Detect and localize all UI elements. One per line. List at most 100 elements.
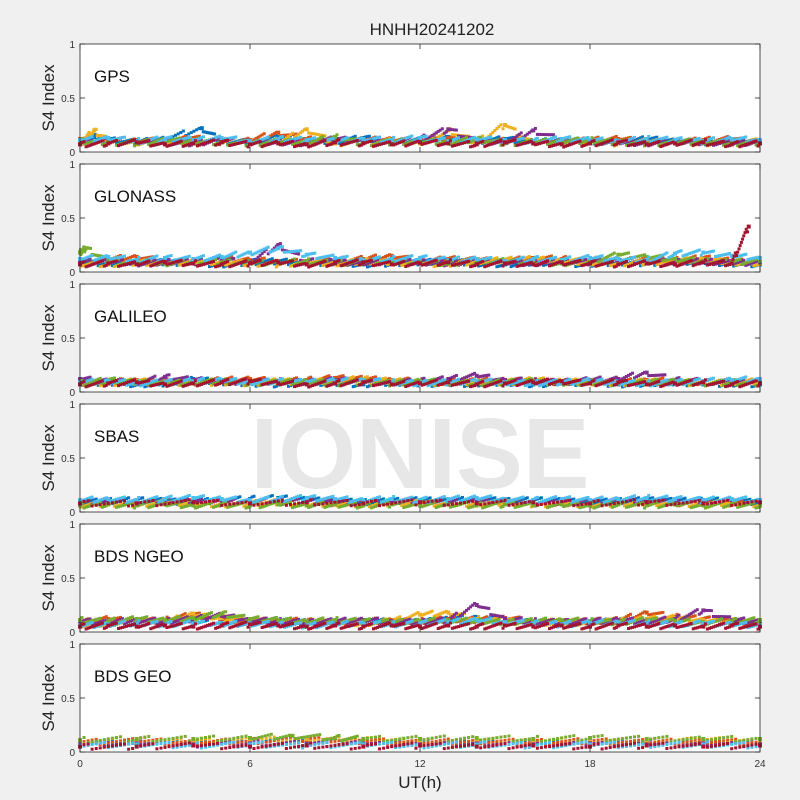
data-point bbox=[483, 144, 487, 148]
data-point bbox=[659, 137, 663, 141]
data-point bbox=[564, 260, 568, 264]
data-point bbox=[175, 263, 179, 267]
data-point bbox=[424, 259, 428, 263]
data-point bbox=[219, 140, 224, 145]
data-point bbox=[610, 260, 614, 264]
data-point bbox=[697, 248, 701, 252]
data-point bbox=[224, 257, 228, 260]
data-point bbox=[633, 138, 636, 142]
data-point bbox=[606, 264, 610, 268]
data-point bbox=[313, 251, 317, 255]
data-point bbox=[471, 141, 475, 144]
data-point bbox=[616, 140, 621, 145]
data-point bbox=[309, 141, 313, 145]
data-point bbox=[554, 258, 558, 262]
data-point bbox=[633, 255, 636, 259]
data-point bbox=[280, 142, 284, 146]
data-point bbox=[311, 136, 315, 140]
data-point bbox=[487, 143, 491, 147]
data-point bbox=[436, 137, 440, 141]
data-point bbox=[643, 140, 647, 144]
data-point bbox=[343, 258, 347, 262]
data-point bbox=[400, 255, 404, 259]
data-point bbox=[303, 137, 307, 141]
data-point bbox=[568, 135, 572, 139]
data-point bbox=[197, 134, 201, 138]
data-point bbox=[448, 143, 452, 147]
data-point bbox=[554, 255, 558, 259]
data-point bbox=[685, 140, 689, 144]
data-point bbox=[542, 133, 545, 136]
data-point bbox=[580, 143, 584, 147]
data-point bbox=[278, 140, 282, 144]
data-point bbox=[712, 143, 715, 147]
data-point bbox=[92, 140, 96, 144]
data-point bbox=[442, 131, 446, 135]
data-point bbox=[604, 140, 608, 144]
data-point bbox=[450, 144, 454, 148]
data-point bbox=[434, 142, 438, 146]
data-point bbox=[309, 144, 313, 148]
data-point bbox=[248, 142, 252, 147]
data-point bbox=[590, 136, 594, 140]
data-point bbox=[167, 144, 171, 148]
data-point bbox=[546, 142, 549, 146]
data-point bbox=[598, 140, 602, 143]
data-point bbox=[299, 143, 303, 147]
data-point bbox=[394, 140, 398, 144]
data-point bbox=[355, 256, 359, 260]
data-point bbox=[301, 141, 305, 145]
plot-area bbox=[80, 164, 760, 272]
data-point bbox=[665, 139, 669, 143]
data-point bbox=[84, 135, 88, 139]
data-point bbox=[88, 135, 92, 139]
data-point bbox=[256, 264, 260, 268]
data-point bbox=[213, 132, 217, 136]
data-point bbox=[307, 135, 311, 139]
data-point bbox=[544, 133, 547, 137]
data-point bbox=[578, 258, 582, 262]
data-point bbox=[337, 259, 341, 263]
data-point bbox=[410, 140, 414, 143]
data-point bbox=[487, 136, 491, 140]
data-point bbox=[297, 252, 301, 256]
data-point bbox=[515, 138, 519, 142]
data-point bbox=[87, 130, 91, 134]
data-point bbox=[392, 140, 396, 144]
data-point bbox=[724, 145, 728, 149]
data-point bbox=[378, 257, 381, 261]
data-point bbox=[487, 140, 491, 143]
data-point bbox=[608, 139, 612, 143]
data-point bbox=[268, 142, 272, 146]
data-point bbox=[539, 256, 543, 260]
data-point bbox=[234, 135, 238, 139]
data-point bbox=[448, 264, 452, 268]
data-point bbox=[507, 140, 511, 144]
data-point bbox=[293, 145, 296, 149]
data-point bbox=[485, 136, 489, 140]
data-point bbox=[384, 141, 388, 145]
data-point bbox=[396, 140, 400, 144]
data-point bbox=[452, 255, 456, 259]
data-point bbox=[525, 257, 529, 261]
data-point bbox=[287, 139, 290, 143]
data-point bbox=[117, 261, 120, 265]
data-point bbox=[738, 137, 742, 141]
data-point bbox=[280, 139, 284, 143]
data-point bbox=[222, 265, 226, 269]
data-point bbox=[313, 132, 317, 136]
data-point bbox=[121, 140, 124, 144]
data-point bbox=[86, 136, 90, 140]
data-point bbox=[151, 144, 155, 147]
data-point bbox=[542, 255, 545, 259]
data-point bbox=[624, 263, 628, 267]
data-point bbox=[424, 141, 428, 145]
data-point bbox=[212, 260, 216, 263]
data-point bbox=[402, 142, 406, 146]
data-point bbox=[722, 259, 726, 262]
data-point bbox=[426, 136, 430, 140]
data-point bbox=[197, 260, 201, 264]
data-point bbox=[155, 139, 159, 143]
data-point bbox=[655, 140, 659, 144]
data-point bbox=[291, 131, 294, 135]
